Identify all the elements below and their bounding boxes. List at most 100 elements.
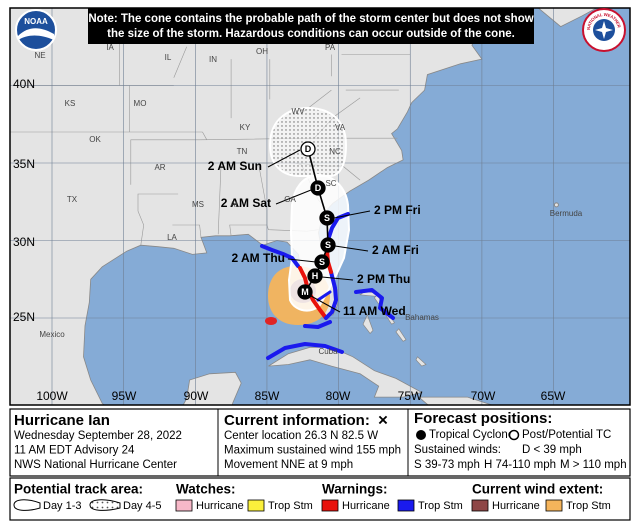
tropical-storm-warning xyxy=(316,290,332,302)
legend-title: Current wind extent: xyxy=(472,482,603,497)
wind-class: S 39-73 mph xyxy=(414,459,480,471)
forecast-legend: Tropical Cyclone xyxy=(429,429,514,441)
nws-logo-mark xyxy=(595,21,613,39)
forecast-point xyxy=(320,237,336,253)
storm-info: NWS National Hurricane Center xyxy=(14,459,177,471)
place-label: NC xyxy=(329,147,341,156)
tropical-storm-warning xyxy=(354,288,395,320)
place-label: Bahamas xyxy=(405,313,439,322)
island xyxy=(395,328,407,342)
place-label: MS xyxy=(192,200,204,209)
forecast-time: 2 AM Sat xyxy=(221,196,271,210)
legend-swatch xyxy=(471,499,489,512)
wind-class: D < 39 mph xyxy=(522,444,582,456)
noaa-logo-bird xyxy=(18,28,54,40)
info-title: Current information: xyxy=(224,412,370,429)
latitude-label: 35N xyxy=(13,157,35,171)
legend-item: Day 1-3 xyxy=(43,500,82,512)
current-position-symbol: × xyxy=(378,410,388,429)
forecast-legend: Sustained winds: xyxy=(414,444,501,456)
current-info: Maximum sustained wind 155 mph xyxy=(224,445,401,457)
info-box xyxy=(9,408,631,477)
longitude-label: 90W xyxy=(184,389,209,403)
legend-item: Hurricane xyxy=(492,500,540,512)
land xyxy=(537,8,598,28)
longitude-label: 80W xyxy=(326,389,351,403)
place-label: OK xyxy=(89,135,101,144)
forecast-symbol: D xyxy=(315,183,322,193)
island xyxy=(415,356,427,367)
map xyxy=(10,8,630,405)
forecast-time: 2 AM Thu xyxy=(231,251,285,265)
wind-class: M > 110 mph xyxy=(560,459,627,471)
place-label: MO xyxy=(134,99,147,108)
tropical-storm-warning xyxy=(266,342,344,360)
place-label: IL xyxy=(165,53,172,62)
forecast-time: 2 PM Thu xyxy=(357,272,410,286)
noaa-logo-text: NOAA xyxy=(24,17,48,26)
latitude-label: 25N xyxy=(13,310,35,324)
storm-info: 11 AM EDT Advisory 24 xyxy=(14,445,135,457)
legend-item: Day 4-5 xyxy=(123,500,162,512)
forecast-symbol: S xyxy=(324,213,330,223)
longitude-label: 95W xyxy=(112,389,137,403)
tropical-storm-warning xyxy=(324,270,338,320)
storm-info: Wednesday September 28, 2022 xyxy=(14,430,182,442)
place-label: PA xyxy=(325,43,336,52)
label-leader xyxy=(334,245,369,252)
legend-item: Hurricane xyxy=(342,500,390,512)
forecast-time: 2 PM Fri xyxy=(374,203,421,217)
island xyxy=(362,313,374,335)
note-text: Note: The cone contains the probable pat… xyxy=(88,13,533,25)
forecast-point xyxy=(297,284,313,300)
legend-swatch xyxy=(175,499,193,512)
note-text: the size of the storm. Hazardous conditi… xyxy=(107,28,515,40)
tropical-storm-warning xyxy=(260,244,300,268)
legend-title: Warnings: xyxy=(322,482,388,497)
forecast-symbol: M xyxy=(301,287,309,297)
latitude-label: 40N xyxy=(13,77,35,91)
place-label: Cuba xyxy=(318,347,338,356)
legend-swatch xyxy=(397,499,415,512)
legend-box xyxy=(9,477,631,521)
legend-item: Trop Stm xyxy=(418,500,463,512)
island xyxy=(417,396,494,405)
place-label: AL xyxy=(230,200,240,209)
forecast-legend: Post/Potential TC xyxy=(522,429,611,441)
place-label: Bermuda xyxy=(550,209,583,218)
place-label: LA xyxy=(167,233,177,242)
state-border xyxy=(217,162,222,235)
forecast-symbol: S xyxy=(325,240,331,250)
label-leader xyxy=(267,149,301,168)
place-label: VA xyxy=(335,123,346,132)
state-border xyxy=(202,131,208,140)
legend-item: Trop Stm xyxy=(566,500,611,512)
forecast-time: 2 AM Sun xyxy=(208,159,262,173)
forecast-time: 11 AM Wed xyxy=(343,304,406,318)
place-label: TN xyxy=(237,147,248,156)
place-label: GA xyxy=(284,195,296,204)
latitude-label: 30N xyxy=(13,235,35,249)
longitude-label: 75W xyxy=(398,389,423,403)
legend-swatch xyxy=(321,499,339,512)
label-leader xyxy=(287,258,317,263)
place-label: KY xyxy=(240,123,251,132)
place-label: IA xyxy=(106,43,114,52)
forecast-point xyxy=(310,180,326,196)
place-label: TX xyxy=(67,195,78,204)
label-leader xyxy=(275,189,312,205)
forecast-point xyxy=(307,268,323,284)
legend-swatch xyxy=(89,499,121,511)
place-label: OH xyxy=(256,47,268,56)
place-label: WV xyxy=(292,107,306,116)
place-label: Mexico xyxy=(39,330,65,339)
note-box xyxy=(88,8,534,44)
longitude-label: 65W xyxy=(541,389,566,403)
longitude-label: 70W xyxy=(471,389,496,403)
current-info: Center location 26.3 N 82.5 W xyxy=(224,430,378,442)
info-title: Forecast positions: xyxy=(414,410,552,427)
place-label: AR xyxy=(154,163,165,172)
legend-swatch xyxy=(13,499,41,511)
